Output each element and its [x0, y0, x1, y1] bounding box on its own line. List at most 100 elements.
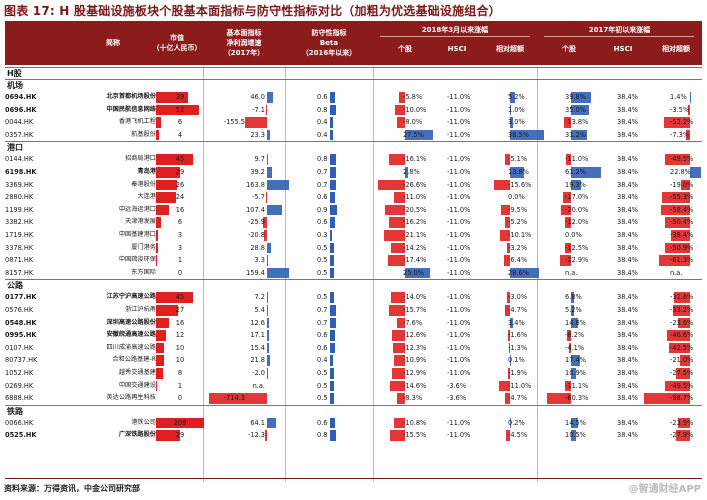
mcap-bar: [156, 230, 159, 241]
p1-hsci-value: -11.0%: [447, 155, 471, 164]
stock-name: 安徽皖通高速公路: [106, 331, 157, 339]
growth-value: 12.6: [250, 318, 265, 327]
mcap-bar: [156, 292, 193, 303]
p2-excess-bar: [673, 305, 690, 316]
stock-name: 合和公路基建-R: [112, 356, 156, 364]
p1-excess-bar: [510, 117, 513, 128]
beta-value: 0.4: [317, 130, 328, 139]
p2-hsci-value: 38.4%: [617, 431, 638, 440]
mcap-value: 16: [175, 205, 185, 214]
stock-name: 大连港: [137, 193, 156, 201]
stock-code: 0144.HK: [5, 155, 34, 164]
beta-value: 0.7: [317, 180, 328, 189]
growth-bar: [267, 417, 276, 429]
p1-stock-value: -10.9%: [403, 356, 427, 365]
p1-excess-value: 5.2%: [508, 93, 525, 101]
mcap-value: 52: [175, 105, 185, 114]
mcap-value: 0: [177, 268, 183, 277]
p2-excess-value: -19.0%: [670, 180, 694, 189]
p1-excess-value: 1.0%: [508, 105, 525, 114]
p1-excess-bar: [503, 255, 510, 266]
header-col-p2: 2017年初以来涨幅: [537, 21, 702, 65]
growth-bar: [267, 154, 269, 165]
p2-stock-value: 14.8%: [565, 318, 586, 327]
p2-excess-value: -27.5%: [670, 369, 694, 377]
p2-hsci-value: 38.4%: [617, 293, 638, 302]
p2-stock-value: -11.0%: [565, 155, 589, 164]
section-header-2: 港口: [5, 141, 702, 153]
growth-value: 9.7: [254, 155, 266, 164]
p2-stock-value: 5.2%: [565, 306, 582, 314]
p1-hsci-value: -11.0%: [447, 130, 471, 139]
beta-value: 0.5: [317, 268, 328, 277]
p2-stock-bar: [547, 393, 571, 404]
table-row: 0995.HK 安徽皖通高速公路 12 17.1 0.6 -12.6% -11.0% -1.6…: [5, 329, 702, 342]
growth-bar: [267, 305, 268, 316]
p1-stock-bar: [391, 292, 405, 303]
table-row: 80737.HK 合和公路基建-R 10 21.8 0.4 -10.9% -11.0% 0.1…: [5, 354, 702, 367]
header-p2-stock: 个股: [562, 45, 576, 53]
header-col-name: 简称: [5, 21, 151, 65]
p1-excess-value: 3.4%: [508, 318, 525, 327]
beta-bar: [330, 167, 336, 178]
p2-excess-bar: [680, 179, 690, 191]
header-p2-group: 2017年初以来涨幅: [588, 26, 651, 34]
p1-stock-value: -16.1%: [403, 155, 427, 164]
mcap-value: 10: [175, 343, 185, 352]
stock-code: 0871.HK: [5, 256, 34, 265]
p1-excess-value: -10.1%: [508, 231, 532, 239]
p2-excess-bar: [662, 192, 690, 203]
mcap-value: 39: [175, 93, 185, 101]
mcap-bar: [156, 368, 163, 379]
stock-code: 0269.HK: [5, 381, 34, 390]
p1-stock-value: -5.8%: [403, 93, 423, 101]
p1-hsci-value: -11.0%: [447, 218, 471, 227]
p1-stock-value: -16.2%: [403, 218, 427, 227]
header-col-p1: 2018年3月以来涨幅: [373, 21, 537, 65]
beta-value: 0.6: [317, 218, 328, 227]
growth-bar: [267, 342, 270, 354]
stock-name: 江苏宁沪高速公路: [106, 293, 157, 301]
p1-excess-value: 38.5%: [508, 130, 529, 139]
header-p1-hsci: HSCI: [447, 45, 467, 53]
table-row: 0525.HK 广深铁路股份 29 -12.3 0.8 -15.5% -11.0% -4.5%…: [5, 429, 702, 442]
p2-excess-value: 22.8%: [670, 168, 691, 176]
growth-value: 7.2: [254, 293, 266, 302]
p2-excess-value: -49.5%: [670, 155, 694, 164]
p1-stock-bar: [388, 154, 405, 165]
beta-value: 0.6: [317, 331, 328, 340]
p1-stock-bar: [405, 129, 433, 141]
beta-bar: [330, 154, 337, 165]
p1-excess-bar: [508, 368, 510, 379]
beta-bar: [330, 104, 337, 116]
beta-bar: [330, 342, 335, 354]
growth-bar: [209, 393, 267, 404]
p1-hsci-value: -11.0%: [447, 418, 471, 427]
mcap-bar: [156, 92, 188, 103]
p2-excess-value: -50.9%: [670, 243, 694, 252]
p1-stock-value: -10.8%: [403, 418, 427, 427]
p2-stock-bar: [571, 92, 591, 103]
p2-hsci-value: 38.4%: [617, 331, 638, 340]
p1-excess-value: 3.0%: [508, 118, 525, 127]
p2-excess-bar: [644, 393, 690, 404]
p2-stock-bar: [571, 368, 577, 379]
stock-code: 8157.HK: [5, 268, 34, 277]
p2-stock-bar: [564, 242, 571, 254]
beta-value: 0.5: [317, 256, 328, 265]
p1-excess-value: -1.6%: [508, 331, 528, 340]
stock-code: 0177.HK: [5, 293, 37, 302]
growth-bar: [263, 217, 267, 228]
beta-bar: [330, 129, 334, 141]
header-p1-group: 2018年3月以来涨幅: [421, 26, 489, 34]
stock-name: 招商局港口: [125, 155, 156, 163]
p1-stock-value: -12.3%: [403, 343, 427, 352]
p1-excess-value: -4.7%: [508, 394, 528, 403]
table-row: 0357.HK 航基股份 4 23.3 0.4 27.5% -11.0% 38.5% 31.2%…: [5, 129, 702, 142]
p1-excess-value: 0.0%: [508, 193, 525, 202]
beta-value: 0.3: [317, 231, 328, 239]
beta-value: 0.5: [317, 369, 328, 377]
beta-bar: [330, 355, 334, 366]
growth-value: 64.1: [250, 418, 265, 427]
p1-hsci-value: -11.0%: [447, 168, 471, 176]
